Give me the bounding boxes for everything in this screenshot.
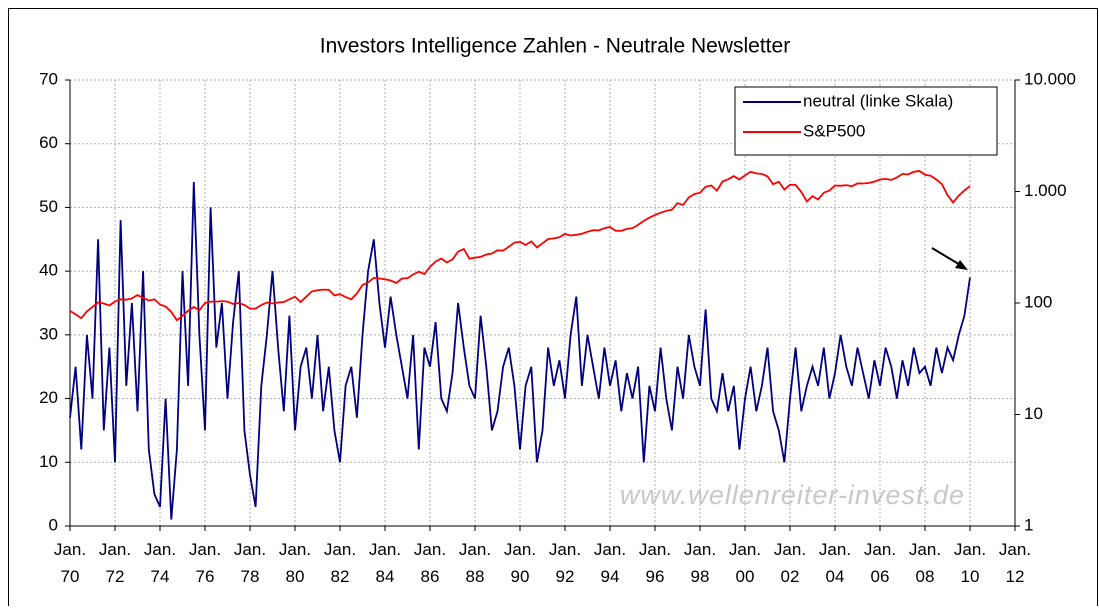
x-tick-label: Jan. 72 xyxy=(99,540,131,586)
y-tick-label: 30 xyxy=(39,324,58,343)
x-tick-label: Jan. 98 xyxy=(684,540,716,586)
x-tick-label: Jan. 96 xyxy=(639,540,671,586)
x-tick-label: Jan. 04 xyxy=(819,540,851,586)
x-tick-label: Jan. 82 xyxy=(324,540,356,586)
y2-tick-label: 1.000 xyxy=(1024,181,1067,200)
x-tick-label: Jan. 74 xyxy=(144,540,176,586)
x-tick-label: Jan. 02 xyxy=(774,540,806,586)
series-line xyxy=(69,170,971,322)
legend-box xyxy=(734,86,998,156)
x-tick-label: Jan. 70 xyxy=(54,540,86,586)
y-tick-label: 20 xyxy=(39,388,58,407)
annotation-arrowhead xyxy=(955,260,968,270)
x-tick-label: Jan. 10 xyxy=(954,540,986,586)
x-tick-label: Jan. 90 xyxy=(504,540,536,586)
x-tick-label: Jan. 92 xyxy=(549,540,581,586)
y2-tick-label: 10.000 xyxy=(1024,69,1076,88)
x-tick-label: Jan. 88 xyxy=(459,540,491,586)
annotation-arrow xyxy=(931,247,963,267)
series-line xyxy=(69,181,971,520)
x-tick-label: Jan. 76 xyxy=(189,540,221,586)
y2-tick-label: 1 xyxy=(1024,515,1033,534)
y-tick-label: 40 xyxy=(39,261,58,280)
legend-label: S&P500 xyxy=(803,121,865,140)
y-tick-label: 0 xyxy=(49,515,58,534)
y-tick-label: 70 xyxy=(39,69,58,88)
y-tick-label: 50 xyxy=(39,197,58,216)
watermark: www.wellenreiter-invest.de xyxy=(620,480,965,510)
x-tick-label: Jan. 06 xyxy=(864,540,896,586)
y-tick-label: 60 xyxy=(39,133,58,152)
chart-title: Investors Intelligence Zahlen - Neutrale… xyxy=(320,35,790,58)
y2-tick-label: 10 xyxy=(1024,404,1043,423)
legend-label: neutral (linke Skala) xyxy=(803,91,953,110)
x-tick-label: Jan. 12 xyxy=(999,540,1031,586)
x-tick-label: Jan. 08 xyxy=(909,540,941,586)
x-tick-label: Jan. 84 xyxy=(369,540,401,586)
x-tick-label: Jan. 00 xyxy=(729,540,761,586)
x-tick-label: Jan. 80 xyxy=(279,540,311,586)
y2-tick-label: 100 xyxy=(1024,292,1052,311)
x-tick-label: Jan. 94 xyxy=(594,540,626,586)
x-tick-label: Jan. 78 xyxy=(234,540,266,586)
y-tick-label: 10 xyxy=(39,452,58,471)
x-tick-label: Jan. 86 xyxy=(414,540,446,586)
